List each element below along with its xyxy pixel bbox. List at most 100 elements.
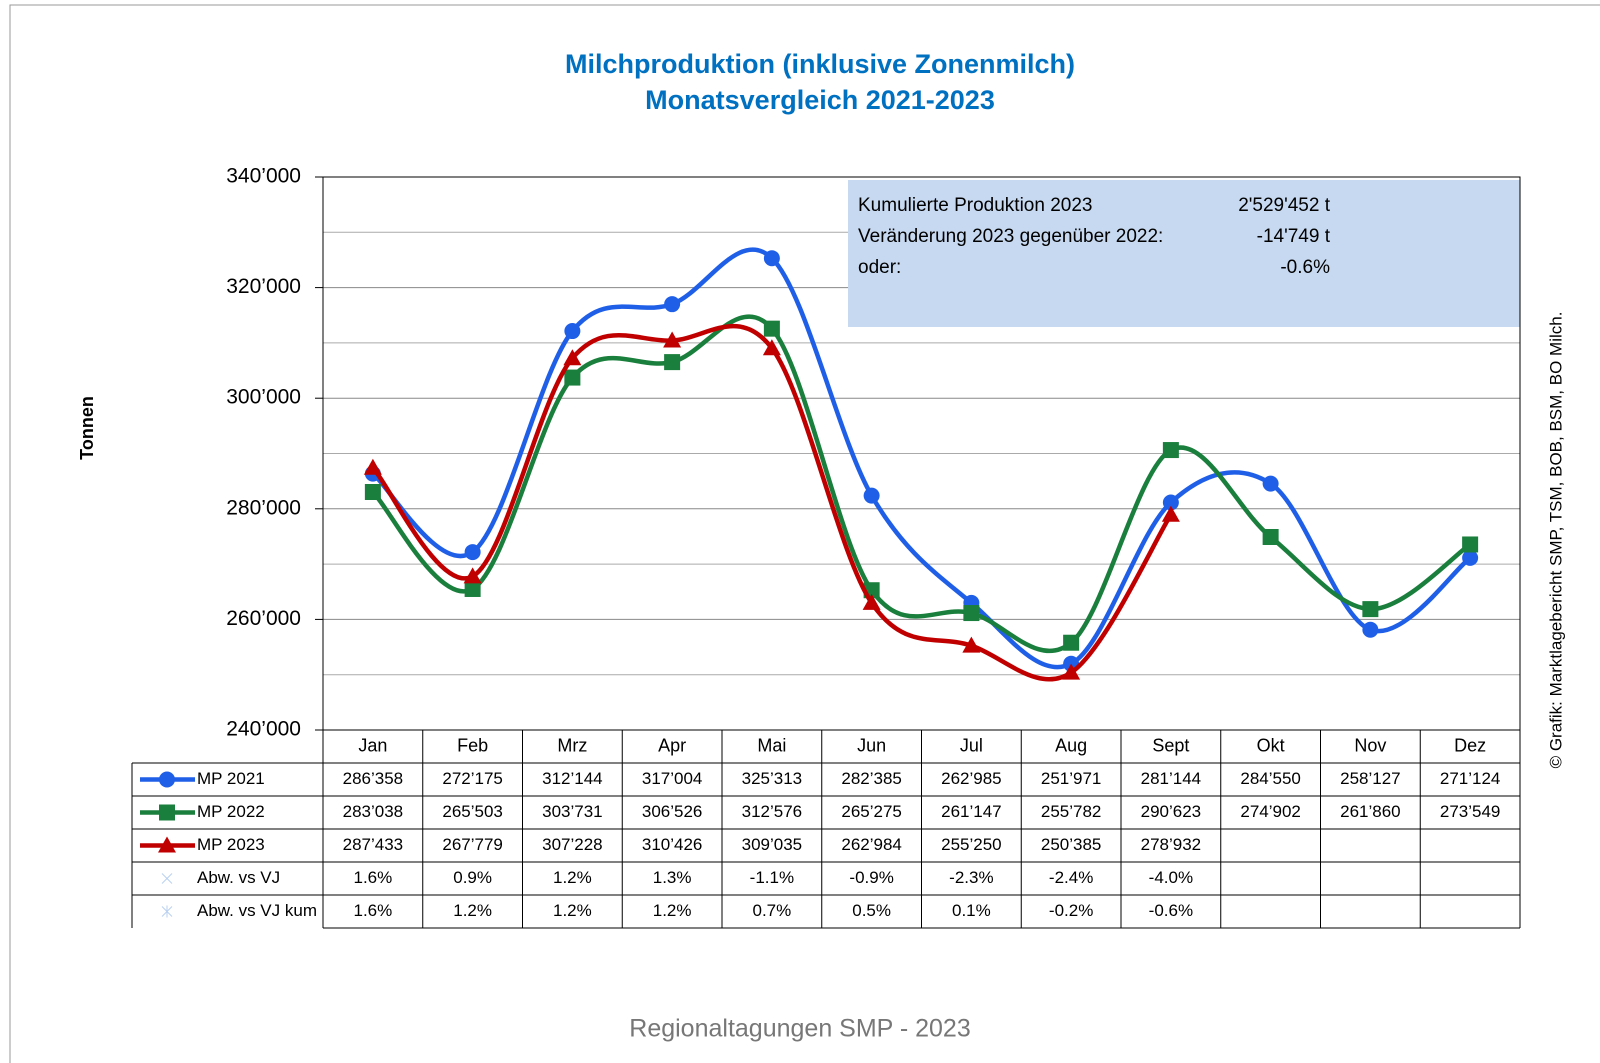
table-cell: 267’779	[442, 835, 503, 854]
y-tick-label: 340’000	[226, 165, 301, 188]
table-cell: 1.2%	[553, 901, 592, 920]
credit: © Grafik: Marktlagebericht SMP, TSM, BOB…	[1546, 312, 1565, 769]
y-tick-label: 300’000	[226, 386, 301, 409]
table-cell: 287’433	[343, 835, 404, 854]
table-cell: 1.6%	[354, 901, 393, 920]
marker	[463, 567, 482, 584]
table-cell: -0.6%	[1149, 901, 1193, 920]
annotation-value: -0.6%	[1280, 257, 1330, 278]
x-tick-label: Sept	[1152, 735, 1189, 755]
table-cell: -1.1%	[750, 868, 794, 887]
table-cell: 261’147	[941, 802, 1002, 821]
marker	[1063, 634, 1080, 651]
footer: Regionaltagungen SMP - 2023	[629, 1015, 970, 1043]
table-cell: 1.6%	[354, 868, 393, 887]
marker	[1262, 475, 1279, 492]
x-tick-label: Jul	[960, 735, 983, 755]
marker	[1262, 528, 1279, 545]
table-cell: 303’731	[542, 802, 603, 821]
marker	[363, 458, 382, 475]
marker	[763, 250, 780, 267]
table-cell: 307’228	[542, 835, 603, 854]
table-cell: 255’782	[1041, 802, 1102, 821]
x-tick-label: Nov	[1354, 735, 1386, 755]
table-cell: 310’426	[642, 835, 703, 854]
legend-label: MP 2021	[197, 769, 265, 788]
marker	[762, 339, 781, 356]
table-cell: -0.9%	[849, 868, 893, 887]
table-cell: 290’623	[1141, 802, 1202, 821]
marker	[564, 323, 581, 340]
annotation-box	[848, 180, 1520, 327]
table-cell: 1.2%	[553, 868, 592, 887]
table-cell: -0.2%	[1049, 901, 1093, 920]
table-cell: 312’144	[542, 769, 603, 788]
legend-label: MP 2022	[197, 802, 265, 821]
x-tick-label: Jan	[358, 735, 387, 755]
chart-subtitle: Monatsvergleich 2021-2023	[645, 85, 995, 115]
legend-marker	[158, 836, 176, 853]
table-cell: 286’358	[343, 769, 404, 788]
marker	[1162, 442, 1179, 459]
marker	[1162, 494, 1179, 511]
table-cell: 312’576	[742, 802, 803, 821]
x-tick-label: Okt	[1257, 735, 1285, 755]
marker	[564, 369, 581, 386]
marker	[1161, 505, 1180, 522]
x-tick-label: Apr	[658, 735, 686, 755]
table-cell: 250’385	[1041, 835, 1102, 854]
table-cell: 0.7%	[753, 901, 792, 920]
table-cell: -2.4%	[1049, 868, 1093, 887]
x-tick-label: Feb	[457, 735, 488, 755]
table-cell: -2.3%	[949, 868, 993, 887]
table-cell: 325’313	[742, 769, 803, 788]
y-tick-label: 240’000	[226, 718, 301, 741]
table-cell: 281’144	[1141, 769, 1202, 788]
series-line	[371, 314, 1472, 654]
x-tick-label: Dez	[1454, 735, 1486, 755]
table-cell: 273’549	[1440, 802, 1501, 821]
annotation-label: Kumulierte Produktion 2023	[858, 195, 1092, 216]
table-cell: 262’985	[941, 769, 1002, 788]
table-cell: 274’902	[1240, 802, 1301, 821]
y-tick-label: 280’000	[226, 496, 301, 519]
marker	[962, 636, 981, 653]
table-cell: 0.1%	[952, 901, 991, 920]
marker	[364, 483, 381, 500]
frame	[9, 4, 1600, 1063]
chart-title: Milchproduktion (inklusive Zonenmilch)	[565, 49, 1075, 79]
table-cell: 271’124	[1440, 769, 1501, 788]
table-cell: 1.2%	[653, 901, 692, 920]
annotation-value: -14'749 t	[1257, 226, 1331, 247]
legend-marker	[159, 804, 175, 821]
marker	[763, 320, 780, 337]
table-cell: 284’550	[1240, 769, 1301, 788]
table-cell: 272’175	[442, 769, 503, 788]
table-cell: 1.2%	[453, 901, 492, 920]
x-tick-label: Aug	[1055, 735, 1087, 755]
table-cell: 0.5%	[852, 901, 891, 920]
marker	[664, 354, 681, 371]
y-tick-label: 260’000	[226, 607, 301, 630]
marker	[963, 605, 980, 622]
y-tick-label: 320’000	[226, 275, 301, 298]
table-cell: 0.9%	[453, 868, 492, 887]
marker	[1462, 536, 1479, 553]
legend-label: Abw. vs VJ kum	[197, 901, 317, 920]
x-tick-label: Jun	[857, 735, 886, 755]
table-cell: 306’526	[642, 802, 703, 821]
marker	[1462, 549, 1479, 566]
table-cell: -4.0%	[1149, 868, 1193, 887]
table-cell: 309’035	[742, 835, 803, 854]
y-axis-label: Tonnen	[77, 396, 97, 460]
marker	[464, 580, 481, 597]
table-cell: 278’932	[1141, 835, 1202, 854]
table-cell: 1.3%	[653, 868, 692, 887]
marker	[862, 593, 881, 610]
table-cell: 262’984	[841, 835, 902, 854]
x-tick-label: Mai	[757, 735, 786, 755]
annotation-label: oder:	[858, 257, 901, 278]
legend-icon	[161, 873, 173, 884]
marker	[863, 487, 880, 504]
marker	[563, 349, 582, 366]
